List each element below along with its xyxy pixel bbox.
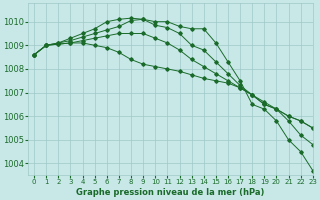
X-axis label: Graphe pression niveau de la mer (hPa): Graphe pression niveau de la mer (hPa) (76, 188, 265, 197)
